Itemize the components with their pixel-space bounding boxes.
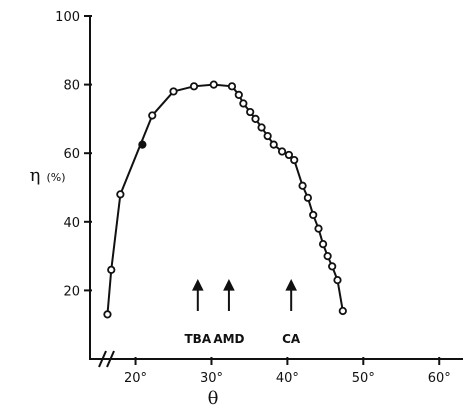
open-data-point: [227, 82, 237, 91]
y-axis-unit-label: (%): [46, 171, 65, 184]
open-data-point: [318, 239, 328, 249]
y-tick-label-60: 60: [63, 147, 80, 162]
x-tick-label-50: 50°: [352, 371, 375, 386]
open-data-point: [323, 252, 332, 261]
open-data-point: [103, 310, 112, 319]
open-data-point: [148, 111, 157, 120]
annotation-label-ca: CA: [282, 332, 301, 346]
labels-layer: 20 40 60 80 100 20° 30° 40° 50° 60° θ η (%) TBA AMD CA: [30, 10, 451, 409]
open-data-point: [234, 90, 243, 99]
x-tick-label-60: 60°: [428, 371, 451, 386]
x-tick-label-40: 40°: [276, 371, 299, 386]
open-data-point: [169, 87, 178, 96]
filled-data-point: [138, 140, 147, 149]
open-data-point: [314, 224, 323, 233]
x-axis-label: θ: [208, 388, 219, 409]
annotations-layer: [191, 278, 297, 311]
open-data-point: [298, 181, 307, 190]
axis-break-mark-2: [106, 350, 115, 368]
open-data-point: [116, 190, 125, 199]
open-data-point: [338, 306, 347, 316]
open-data-point: [303, 193, 312, 202]
open-data-point: [263, 131, 272, 141]
x-tick-label-20: 20°: [124, 371, 147, 386]
y-tick-label-20: 20: [63, 284, 80, 299]
annotation-label-tba: TBA: [184, 332, 211, 346]
annotation-arrowhead-amd: [223, 278, 235, 291]
y-tick-label-80: 80: [63, 79, 80, 94]
open-data-point: [251, 114, 260, 124]
open-data-point: [309, 210, 318, 220]
open-data-point: [107, 265, 116, 274]
annotation-arrowhead-ca: [285, 278, 297, 291]
open-data-point: [239, 99, 248, 108]
axis-break-mark-1: [98, 350, 107, 368]
x-tick-label-30: 30°: [200, 371, 223, 386]
open-data-point: [257, 123, 266, 132]
open-data-point: [189, 82, 199, 91]
open-data-point: [284, 150, 294, 160]
open-data-point: [269, 140, 278, 149]
open-data-point: [290, 155, 299, 165]
annotation-arrowhead-tba: [191, 278, 204, 291]
annotation-label-amd: AMD: [213, 332, 244, 346]
axes-layer: [84, 15, 463, 368]
y-tick-label-40: 40: [63, 216, 80, 231]
open-data-point: [328, 262, 337, 271]
points-layer: [103, 80, 347, 319]
open-data-point: [246, 107, 255, 117]
y-axis-label: η: [30, 165, 41, 186]
open-data-point: [209, 80, 218, 89]
y-tick-label-100: 100: [55, 10, 80, 25]
open-data-point: [277, 147, 287, 156]
open-data-point: [333, 276, 342, 285]
